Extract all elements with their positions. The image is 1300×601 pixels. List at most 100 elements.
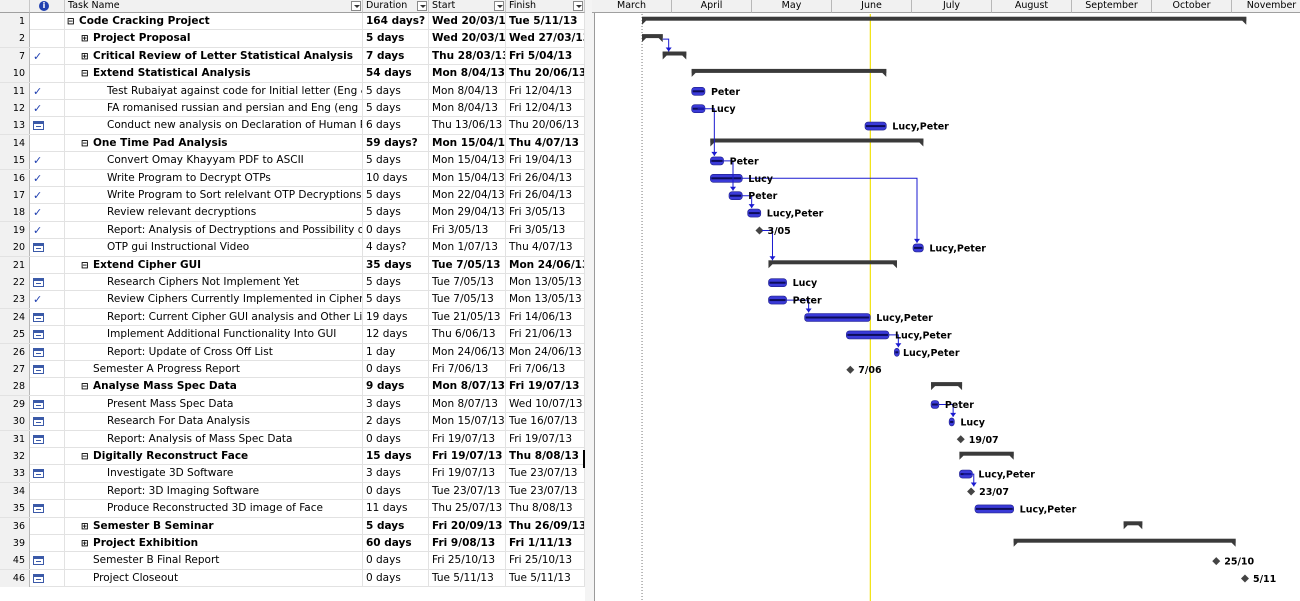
finish-cell[interactable]: Fri 14/06/13 [506, 308, 585, 326]
table-row[interactable]: 10 ⊟ Extend Statistical Analysis 54 days Mon… [0, 65, 585, 83]
task-name-cell[interactable]: Report: Update of Cross Off List [65, 343, 363, 361]
start-cell[interactable]: Fri 19/07/13 [429, 465, 506, 483]
start-cell[interactable]: Thu 28/03/13 [429, 47, 506, 65]
row-number[interactable]: 30 [0, 413, 30, 431]
start-cell[interactable]: Mon 8/04/13 [429, 82, 506, 100]
finish-cell[interactable]: Fri 7/06/13 [506, 361, 585, 378]
duration-cell[interactable]: 5 days [363, 82, 429, 100]
finish-cell[interactable]: Thu 20/06/13 [506, 65, 585, 83]
expand-icon[interactable]: ⊞ [81, 34, 89, 45]
finish-cell[interactable]: Fri 12/04/13 [506, 100, 585, 117]
start-cell[interactable]: Mon 1/07/13 [429, 239, 506, 257]
table-row[interactable]: 36 ⊞ Semester B Seminar 5 days Fri 20/09/13 T… [0, 517, 585, 535]
table-row[interactable]: 28 ⊟ Analyse Mass Spec Data 9 days Mon 8/07/… [0, 378, 585, 396]
duration-cell[interactable]: 164 days? [363, 13, 429, 30]
row-number[interactable]: 35 [0, 500, 30, 518]
duration-cell[interactable]: 5 days [363, 291, 429, 309]
row-number[interactable]: 24 [0, 308, 30, 326]
task-name-cell[interactable]: Research For Data Analysis [65, 413, 363, 431]
collapse-icon[interactable]: ⊟ [81, 260, 89, 271]
table-row[interactable]: 11 ✓ Test Rubaiyat against code for Initia… [0, 82, 585, 100]
task-name-cell[interactable]: OTP gui Instructional Video [65, 239, 363, 257]
table-row[interactable]: 27 Semester A Progress Report 0 days Fri 7/… [0, 361, 585, 379]
duration-cell[interactable]: 10 days [363, 169, 429, 187]
row-number[interactable]: 23 [0, 291, 30, 309]
table-row[interactable]: 17 ✓ Write Program to Sort relelvant OTP D… [0, 187, 585, 205]
collapse-icon[interactable]: ⊟ [81, 382, 89, 393]
table-row[interactable]: 14 ⊟ One Time Pad Analysis 59 days? Mon 15/0… [0, 134, 585, 153]
row-number[interactable]: 7 [0, 47, 30, 65]
table-row[interactable]: 13 Conduct new analysis on Declaration of… [0, 117, 585, 135]
header-indicators[interactable]: i [30, 0, 65, 13]
row-number[interactable]: 19 [0, 221, 30, 239]
start-cell[interactable]: Tue 21/05/13 [429, 308, 506, 326]
row-number[interactable]: 29 [0, 395, 30, 413]
table-row[interactable]: 23 ✓ Review Ciphers Currently Implemented … [0, 291, 585, 309]
finish-cell[interactable]: Fri 26/04/13 [506, 187, 585, 204]
table-row[interactable]: 25 Implement Additional Functionality Int… [0, 326, 585, 344]
row-number[interactable]: 13 [0, 117, 30, 135]
row-number[interactable]: 34 [0, 482, 30, 500]
start-cell[interactable]: Fri 25/10/13 [429, 552, 506, 570]
finish-cell[interactable]: Thu 26/09/13 [506, 517, 585, 535]
expand-icon[interactable]: ⊞ [81, 521, 89, 532]
start-cell[interactable]: Tue 5/11/13 [429, 569, 506, 587]
table-row[interactable]: 15 ✓ Convert Omay Khayyam PDF to ASCII 5 da… [0, 152, 585, 170]
row-number[interactable]: 20 [0, 239, 30, 257]
task-name-cell[interactable]: FA romanised russian and persian and Eng… [65, 100, 363, 117]
table-row[interactable]: 20 OTP gui Instructional Video 4 days? Mon … [0, 239, 585, 257]
duration-cell[interactable]: 0 days [363, 221, 429, 239]
start-cell[interactable]: Thu 25/07/13 [429, 500, 506, 518]
header-duration[interactable]: Duration [363, 0, 429, 13]
start-cell[interactable]: Mon 22/04/13 [429, 187, 506, 204]
row-number[interactable]: 26 [0, 343, 30, 361]
table-row[interactable]: 33 Investigate 3D Software 3 days Fri 19/07… [0, 465, 585, 483]
task-name-cell[interactable]: Write Program to Sort relelvant OTP Decr… [65, 187, 363, 204]
task-name-cell[interactable]: Produce Reconstructed 3D image of Face [65, 500, 363, 518]
duration-filter-dropdown[interactable] [417, 1, 427, 11]
table-row[interactable]: 16 ✓ Write Program to Decrypt OTPs 10 days M… [0, 169, 585, 187]
task-name-cell[interactable]: Conduct new analysis on Declaration of H… [65, 117, 363, 135]
start-cell[interactable]: Tue 23/07/13 [429, 482, 506, 500]
duration-cell[interactable]: 0 days [363, 569, 429, 587]
start-cell[interactable]: Fri 20/09/13 [429, 517, 506, 535]
task-name-cell[interactable]: Review Ciphers Currently Implemented in … [65, 291, 363, 309]
finish-cell[interactable]: Tue 23/07/13 [506, 465, 585, 483]
row-number[interactable]: 2 [0, 30, 30, 48]
duration-cell[interactable]: 6 days [363, 117, 429, 135]
finish-cell[interactable]: Fri 26/04/13 [506, 169, 585, 187]
start-cell[interactable]: Mon 15/04/13 [429, 134, 506, 152]
table-row[interactable]: 31 Report: Analysis of Mass Spec Data 0 da… [0, 430, 585, 448]
header-start[interactable]: Start [429, 0, 506, 13]
row-number[interactable]: 21 [0, 256, 30, 274]
task-name-cell[interactable]: ⊞ Critical Review of Letter Statistical A… [65, 47, 363, 65]
finish-cell[interactable]: Mon 24/06/13 [506, 343, 585, 361]
collapse-icon[interactable]: ⊟ [81, 452, 89, 462]
finish-cell[interactable]: Thu 8/08/13 [506, 448, 585, 465]
finish-filter-dropdown[interactable] [573, 1, 583, 11]
duration-cell[interactable]: 9 days [363, 378, 429, 396]
row-number[interactable]: 16 [0, 169, 30, 187]
task-name-cell[interactable]: ⊟ Analyse Mass Spec Data [65, 378, 363, 396]
start-filter-dropdown[interactable] [494, 1, 504, 11]
table-row[interactable]: 7 ✓ ⊞ Critical Review of Letter Statistical… [0, 47, 585, 66]
task-name-cell[interactable]: ⊞ Semester B Seminar [65, 517, 363, 535]
header-task-name[interactable]: Task Name [65, 0, 363, 13]
duration-cell[interactable]: 0 days [363, 361, 429, 378]
task-name-cell[interactable]: Project Closeout [65, 569, 363, 587]
finish-cell[interactable]: Fri 19/07/13 [506, 430, 585, 448]
finish-cell[interactable]: Thu 4/07/13 [506, 134, 585, 152]
collapse-icon[interactable]: ⊟ [81, 138, 89, 149]
header-finish[interactable]: Finish [506, 0, 585, 13]
row-number[interactable]: 27 [0, 361, 30, 378]
start-cell[interactable]: Wed 20/03/13 [429, 30, 506, 48]
duration-cell[interactable]: 15 days [363, 448, 429, 465]
duration-cell[interactable]: 7 days [363, 47, 429, 65]
duration-cell[interactable]: 5 days [363, 517, 429, 535]
duration-cell[interactable]: 5 days [363, 100, 429, 117]
row-number[interactable]: 14 [0, 134, 30, 152]
finish-cell[interactable]: Fri 1/11/13 [506, 535, 585, 552]
task-name-cell[interactable]: ⊟ Code Cracking Project [65, 13, 363, 30]
task-name-filter-dropdown[interactable] [351, 1, 361, 11]
start-cell[interactable]: Mon 15/07/13 [429, 413, 506, 431]
